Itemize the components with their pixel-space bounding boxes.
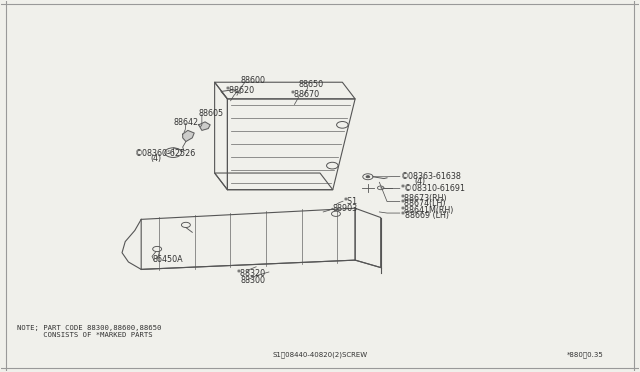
Circle shape: [366, 176, 370, 178]
Text: (4): (4): [151, 154, 162, 163]
Text: *©08310-61691: *©08310-61691: [401, 184, 466, 193]
Text: *88674(LH): *88674(LH): [401, 199, 447, 208]
Text: *88670: *88670: [291, 90, 321, 99]
Text: *88669 (LH): *88669 (LH): [401, 211, 449, 220]
Text: 88300: 88300: [240, 276, 265, 285]
Polygon shape: [198, 122, 210, 131]
Text: NOTE; PART CODE 88300,88600,88650
      CONSISTS OF *MARKED PARTS: NOTE; PART CODE 88300,88600,88650 CONSIS…: [17, 325, 161, 338]
Text: 88605: 88605: [198, 109, 224, 118]
Text: (4): (4): [414, 177, 425, 186]
Text: *880》0.35: *880》0.35: [566, 351, 604, 358]
Text: 88903: 88903: [333, 204, 358, 213]
Text: ©08360-62526: ©08360-62526: [135, 149, 196, 158]
Text: *88641M(RH): *88641M(RH): [401, 206, 454, 215]
Text: *S1: *S1: [344, 197, 358, 206]
Text: ©08363-61638: ©08363-61638: [401, 172, 462, 181]
Text: S1〈08440-40820(2)SCREW: S1〈08440-40820(2)SCREW: [273, 351, 367, 358]
Text: S: S: [167, 150, 172, 155]
Polygon shape: [182, 131, 194, 141]
Text: 88642: 88642: [173, 118, 198, 127]
Text: 86450A: 86450A: [153, 255, 183, 264]
Text: 88600: 88600: [240, 76, 265, 85]
Text: *88673(RH): *88673(RH): [401, 195, 448, 203]
Text: 88650: 88650: [299, 80, 324, 89]
Text: *88320: *88320: [237, 269, 266, 278]
Text: *88620: *88620: [226, 86, 255, 95]
